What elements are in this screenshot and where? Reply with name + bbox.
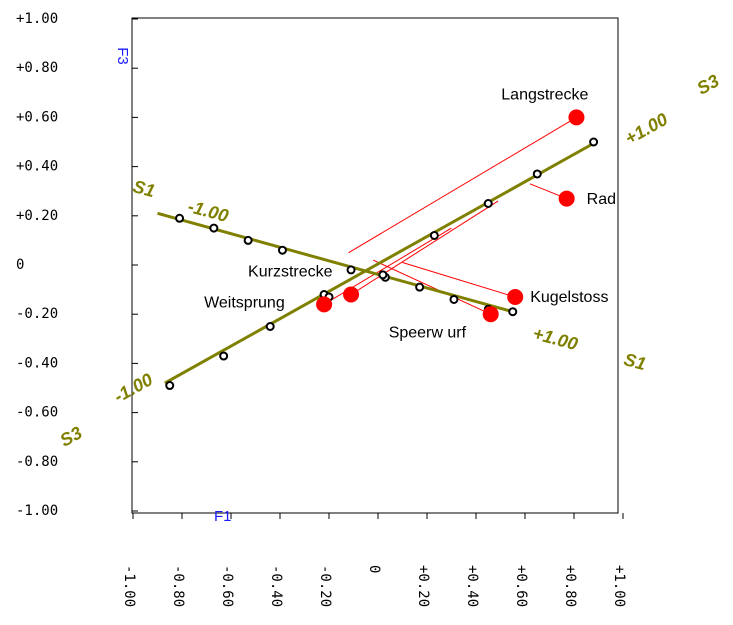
variable-labels: Langstrecke Rad Kugelstoss Speerw urf Kurzst… bbox=[204, 87, 616, 342]
y-axis-reference-label: F3 bbox=[114, 47, 131, 65]
biplot-axis-marker bbox=[265, 322, 275, 331]
x-axis-ticks: -1.00 -0.80 -0.60 -0.40 -0.20 0 +0.20 +0.40 +0.6… bbox=[121, 513, 627, 607]
biplot-axis-marker bbox=[378, 270, 388, 280]
x-tick-label: +0.40 bbox=[464, 565, 480, 607]
projection-lines bbox=[323, 116, 577, 315]
x-tick-label: 0 bbox=[366, 565, 382, 573]
biplot-axis-marker bbox=[277, 245, 287, 255]
biplot-axis-marker bbox=[175, 213, 185, 223]
x-tick-label: -0.80 bbox=[170, 565, 186, 607]
biplot-axis-marker bbox=[532, 169, 542, 179]
biplot-axis-marker bbox=[243, 235, 253, 245]
x-tick-label: +0.20 bbox=[415, 565, 431, 607]
biplot-axis-marker bbox=[165, 381, 175, 391]
biplot-axis-marker bbox=[508, 307, 518, 317]
x-tick-label: -0.60 bbox=[219, 565, 235, 607]
projection-line bbox=[402, 262, 516, 298]
variable-label-speerwurf: Speerw urf bbox=[389, 324, 467, 341]
y-tick-label: -0.40 bbox=[16, 355, 58, 371]
biplot-axis-marker bbox=[219, 351, 229, 361]
y-tick-label: +1.00 bbox=[16, 11, 58, 27]
biplot-scale-label: +1.00 bbox=[622, 109, 672, 149]
y-tick-label: -0.60 bbox=[16, 405, 58, 421]
y-axis-ticks: +1.00 +0.80 +0.60 +0.40 +0.20 0 -0.20 -0.40 -0.6… bbox=[16, 11, 138, 519]
y-tick-label: +0.20 bbox=[16, 208, 58, 224]
y-tick-label: -0.80 bbox=[16, 454, 58, 470]
biplot-axis-marker bbox=[209, 223, 219, 233]
variable-point-weitsprung bbox=[316, 296, 333, 313]
projection-line bbox=[348, 116, 577, 254]
biplot-scale-label: S1 bbox=[131, 176, 157, 201]
variable-label-kurzstrecke: Kurzstrecke bbox=[248, 264, 333, 281]
biplot-axis-marker bbox=[589, 137, 599, 147]
biplot-axis-marker bbox=[429, 230, 439, 240]
y-tick-label: 0 bbox=[16, 257, 24, 273]
y-tick-label: +0.80 bbox=[16, 60, 58, 76]
biplot-scale-label: -1.00 bbox=[111, 369, 157, 406]
biplot-axis-marker bbox=[483, 199, 493, 208]
variable-point-langstrecke bbox=[568, 109, 585, 126]
variable-point-speerwurf bbox=[482, 306, 499, 323]
variable-label-kugelstoss: Kugelstoss bbox=[530, 289, 608, 306]
biplot-scale-label: S3 bbox=[57, 422, 86, 450]
y-tick-label: -1.00 bbox=[16, 503, 58, 519]
variable-label-rad: Rad bbox=[587, 191, 616, 208]
biplot-axis-marker bbox=[346, 265, 356, 275]
biplot-axis-S3 bbox=[164, 140, 597, 385]
x-tick-label: -1.00 bbox=[121, 565, 137, 607]
variable-point-kurzstrecke bbox=[343, 286, 360, 303]
biplot-axis-marker bbox=[415, 282, 425, 292]
x-tick-label: -0.20 bbox=[317, 565, 333, 607]
variable-points bbox=[316, 109, 585, 323]
variable-label-weitsprung: Weitsprung bbox=[204, 295, 285, 312]
y-tick-label: -0.20 bbox=[16, 306, 58, 322]
x-tick-label: +1.00 bbox=[611, 565, 627, 607]
x-tick-label: -0.40 bbox=[268, 565, 284, 607]
y-tick-label: +0.60 bbox=[16, 109, 58, 125]
variable-point-kugelstoss bbox=[507, 288, 524, 305]
biplot-scale-label: S3 bbox=[694, 70, 723, 98]
biplot-scale-label: +1.00 bbox=[531, 323, 580, 354]
variable-label-langstrecke: Langstrecke bbox=[501, 87, 588, 104]
x-tick-label: +0.60 bbox=[513, 565, 529, 607]
biplot-scale-label: S1 bbox=[622, 349, 648, 374]
biplot-axis-marker bbox=[449, 294, 459, 304]
projection-line bbox=[350, 200, 499, 295]
x-tick-label: +0.80 bbox=[562, 565, 578, 607]
x-axis-reference-label: F1 bbox=[214, 508, 232, 525]
projection-line bbox=[372, 259, 491, 315]
y-tick-label: +0.40 bbox=[16, 159, 58, 175]
variable-point-rad bbox=[558, 190, 575, 207]
